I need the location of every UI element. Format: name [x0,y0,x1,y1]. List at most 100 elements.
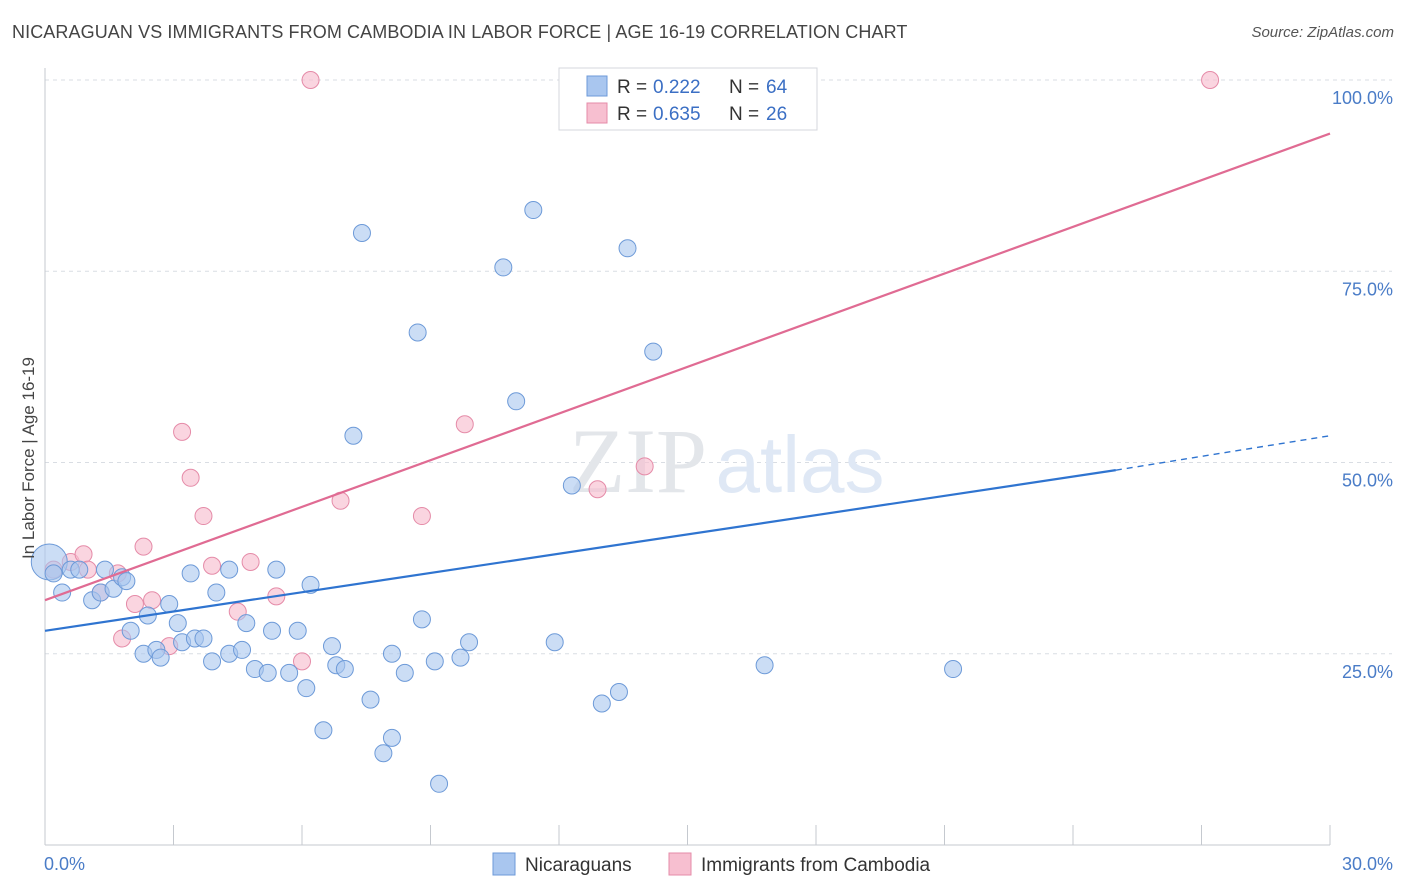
axes [44,68,1331,846]
legend-n-value-2: 26 [766,104,787,125]
trend-line-nicaraguans [44,469,1116,632]
point-nicaraguans [618,239,637,258]
legend-swatch-nicaraguans [586,75,608,97]
point-nicaraguans [507,392,526,411]
point-nicaraguans [460,633,479,652]
point-nicaraguans [382,644,401,663]
series-nicaraguans-points [30,201,963,793]
point-nicaraguans [280,663,299,682]
point-nicaraguans [297,679,316,698]
point-nicaraguans [70,560,89,579]
point-nicaraguans [203,652,222,671]
y-tick-label: 50.0% [1342,471,1393,491]
tick-labels: 25.0% 50.0% 75.0% 100.0% 0.0% 30.0% [44,88,1393,874]
point-nicaraguans [53,583,72,602]
point-nicaraguans [494,258,513,277]
point-nicaraguans [374,744,393,763]
point-nicaraguans [151,648,170,667]
point-cambodia [194,507,213,526]
point-nicaraguans [288,621,307,640]
point-nicaraguans [263,621,282,640]
point-nicaraguans [344,426,363,445]
point-nicaraguans [361,690,380,709]
point-nicaraguans [335,660,354,679]
point-cambodia [241,552,260,571]
legend-swatch-cambodia [586,102,608,124]
point-nicaraguans [220,560,239,579]
point-nicaraguans [644,342,663,361]
watermark: ZIP atlas [569,410,884,512]
source-credit: Source: ZipAtlas.com [1251,24,1394,41]
point-cambodia [173,422,192,441]
watermark-atlas: atlas [716,420,885,509]
point-nicaraguans [592,694,611,713]
point-nicaraguans [194,629,213,648]
trend-lines [44,132,1331,632]
point-nicaraguans [944,660,963,679]
point-nicaraguans [412,610,431,629]
point-cambodia [125,595,144,614]
bottom-legend-swatch-cambodia [668,852,692,876]
gridlines [45,79,1392,655]
x-tick-label-max: 30.0% [1342,854,1393,874]
point-nicaraguans [237,614,256,633]
point-cambodia [181,468,200,487]
legend: R = 0.222 N = 64 R = 0.635 N = 26 [558,67,818,131]
point-nicaraguans [451,648,470,667]
point-nicaraguans [181,564,200,583]
point-cambodia [293,652,311,671]
point-cambodia [588,480,607,499]
y-axis-label: In Labor Force | Age 16-19 [19,357,38,559]
bottom-legend-label-nicaraguans: Nicaraguans [525,855,632,876]
point-cambodia [1201,71,1220,89]
point-cambodia [203,556,222,575]
point-nicaraguans [207,583,226,602]
point-nicaraguans [755,656,774,675]
legend-r-value-1: 0.222 [653,77,701,98]
point-nicaraguans [382,728,401,747]
bottom-legend: Nicaraguans Immigrants from Cambodia [492,852,931,876]
point-nicaraguans [121,621,140,640]
point-nicaraguans [425,652,444,671]
point-nicaraguans [524,201,543,220]
x-tick-label-min: 0.0% [44,854,85,874]
point-nicaraguans [408,323,427,342]
point-nicaraguans [430,774,449,793]
point-nicaraguans [160,595,179,614]
point-nicaraguans [545,633,564,652]
trend-line-cambodia [44,132,1331,602]
point-nicaraguans [233,640,252,659]
point-cambodia [455,415,474,434]
legend-n-label-1: N = [729,77,759,98]
point-nicaraguans [117,572,136,591]
legend-r-value-2: 0.635 [653,104,701,125]
trend-line-nicaraguans-extension [1115,435,1331,471]
point-cambodia [301,71,320,89]
y-tick-label: 25.0% [1342,662,1393,682]
point-cambodia [134,537,153,556]
point-nicaraguans [258,663,277,682]
point-nicaraguans [322,637,341,656]
point-nicaraguans [168,614,187,633]
legend-n-value-1: 64 [766,77,788,98]
point-cambodia [635,457,654,476]
y-tick-label: 75.0% [1342,279,1393,299]
bottom-legend-label-cambodia: Immigrants from Cambodia [701,855,931,876]
legend-r-label-1: R = [617,77,647,98]
point-nicaraguans [352,224,371,242]
bottom-legend-swatch-nicaraguans [492,852,516,876]
chart-title: NICARAGUAN VS IMMIGRANTS FROM CAMBODIA I… [12,22,908,42]
y-tick-label: 100.0% [1332,88,1393,108]
point-nicaraguans [301,575,320,594]
point-nicaraguans [395,663,414,682]
point-nicaraguans [562,476,581,495]
point-cambodia [74,545,93,564]
legend-r-label-2: R = [617,104,647,125]
point-nicaraguans [44,564,63,583]
point-nicaraguans [267,560,286,579]
point-cambodia [412,507,431,526]
point-nicaraguans [314,721,333,740]
point-nicaraguans [609,683,628,701]
point-cambodia [143,591,162,610]
